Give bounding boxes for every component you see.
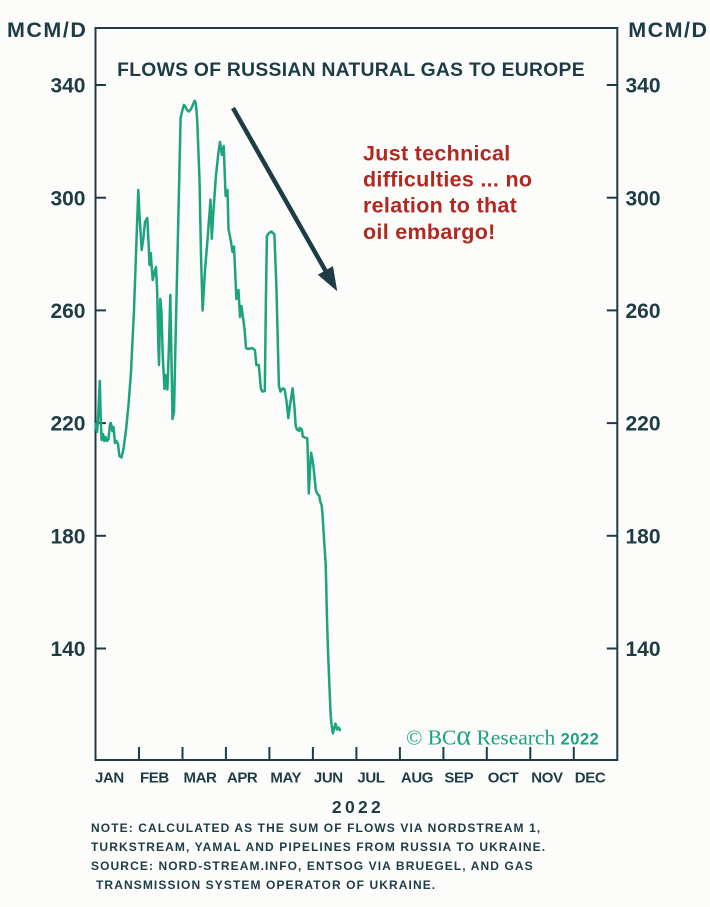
svg-text:140: 140	[626, 638, 661, 661]
svg-text:340: 340	[50, 75, 85, 98]
svg-text:TRANSMISSION SYSTEM OPERATOR O: TRANSMISSION SYSTEM OPERATOR OF UKRAINE.	[96, 878, 436, 892]
svg-text:difficulties ... no: difficulties ... no	[363, 168, 532, 192]
svg-text:relation to that: relation to that	[363, 194, 517, 218]
svg-text:140: 140	[50, 638, 85, 661]
svg-text:TURKSTREAM, YAMAL AND PIPELINE: TURKSTREAM, YAMAL AND PIPELINES FROM RUS…	[91, 840, 546, 854]
svg-text:SEP: SEP	[444, 769, 473, 786]
svg-text:180: 180	[50, 525, 85, 548]
svg-text:FEB: FEB	[140, 769, 169, 786]
svg-text:MCM/D: MCM/D	[7, 18, 87, 42]
svg-text:Just technical: Just technical	[363, 142, 511, 166]
svg-text:JUN: JUN	[314, 769, 343, 786]
svg-text:AUG: AUG	[401, 769, 433, 786]
svg-text:MAR: MAR	[184, 769, 218, 786]
svg-text:FLOWS OF RUSSIAN NATURAL GAS T: FLOWS OF RUSSIAN NATURAL GAS TO EUROPE	[117, 60, 585, 81]
svg-text:260: 260	[626, 300, 661, 323]
svg-text:220: 220	[626, 413, 661, 436]
svg-text:OCT: OCT	[488, 769, 519, 786]
svg-text:MCM/D: MCM/D	[628, 18, 708, 42]
svg-text:NOTE: CALCULATED AS THE SUM OF: NOTE: CALCULATED AS THE SUM OF FLOWS VIA…	[91, 821, 541, 835]
svg-text:220: 220	[50, 413, 85, 436]
svg-text:JUL: JUL	[357, 769, 384, 786]
svg-text:DEC: DEC	[575, 769, 606, 786]
svg-text:JAN: JAN	[95, 769, 124, 786]
svg-text:2022: 2022	[332, 797, 384, 817]
svg-text:300: 300	[50, 187, 85, 210]
svg-text:SOURCE: NORD-STREAM.INFO, ENTS: SOURCE: NORD-STREAM.INFO, ENTSOG VIA BRU…	[91, 859, 534, 873]
svg-text:340: 340	[626, 75, 661, 98]
svg-text:oil embargo!: oil embargo!	[363, 220, 496, 244]
svg-text:NOV: NOV	[531, 769, 563, 786]
svg-text:APR: APR	[227, 769, 258, 786]
svg-text:MAY: MAY	[270, 769, 301, 786]
svg-text:300: 300	[626, 187, 661, 210]
svg-text:180: 180	[626, 525, 661, 548]
svg-text:260: 260	[50, 300, 85, 323]
